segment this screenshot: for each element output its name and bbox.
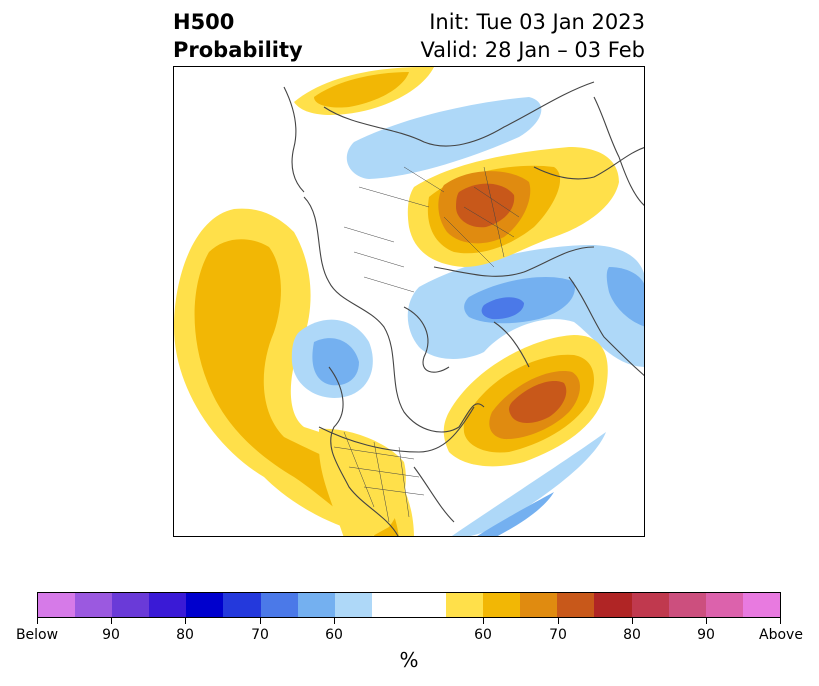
alaska-below-65: [312, 338, 359, 386]
colorbar-segment-above-3: [557, 593, 595, 617]
colorbar-label-above-80: 80: [623, 627, 641, 643]
colorbar-tick-2: [185, 618, 186, 624]
colorbar-segment-above-6: [668, 593, 706, 617]
colorbar-label-below-70: 70: [251, 627, 269, 643]
map-svg: [174, 67, 644, 536]
colorbar-tick-8: [706, 618, 707, 624]
us-above-60: [319, 428, 406, 536]
atlantic-above-75: [509, 381, 567, 423]
colorbar-segment-below-7: [297, 593, 335, 617]
eurasia-below-60: [346, 97, 542, 179]
colorbar-tick-3: [260, 618, 261, 624]
colorbar-segment-below-6: [260, 593, 298, 617]
coastlines: [283, 81, 644, 536]
colorbar-segment-above-1: [483, 593, 521, 617]
chart-title-right: Init: Tue 03 Jan 2023 Valid: 28 Jan – 03…: [420, 8, 645, 64]
subtropic-below-60: [451, 432, 606, 536]
colorbar-segment-above-5: [631, 593, 669, 617]
colorbar-label-below-90: 90: [102, 627, 120, 643]
colorbar-segment-below-1: [75, 593, 113, 617]
init-date: Init: Tue 03 Jan 2023: [429, 10, 645, 34]
valid-period: Valid: 28 Jan – 03 Feb: [420, 38, 645, 62]
colorbar-segment-below-5: [223, 593, 261, 617]
subtropic-below-65: [477, 492, 554, 536]
borders: [333, 166, 520, 523]
colorbar-tick-7: [632, 618, 633, 624]
colorbar-label-above: Above: [759, 627, 803, 643]
colorbar-label-above-70: 70: [549, 627, 567, 643]
colorbar-segment-above-0: [446, 593, 484, 617]
ne-siberia-above-65: [314, 72, 409, 108]
colorbar-label-below: Below: [15, 627, 59, 643]
colorbar-unit: %: [399, 648, 419, 672]
colorbar-segment-above-8: [742, 593, 780, 617]
colorbar-tick-4: [334, 618, 335, 624]
siberia-above-75: [456, 183, 515, 228]
arctic-below-70: [481, 297, 524, 320]
scandinavia-below-65: [606, 267, 644, 327]
colorbar-tick-0: [37, 618, 38, 624]
colorbar-segment-below-8: [334, 593, 372, 617]
colorbar-tick-6: [558, 618, 559, 624]
pacific-above-65: [194, 239, 399, 536]
colorbar-segment-below-2: [112, 593, 150, 617]
chart-title-left: H500 Probability: [173, 8, 303, 64]
colorbar: [37, 592, 781, 618]
colorbar-segment-above-4: [594, 593, 632, 617]
colorbar-tick-1: [111, 618, 112, 624]
colorbar-segment-below-3: [149, 593, 187, 617]
colorbar-segment-below-4: [186, 593, 224, 617]
colorbar-label-above-60: 60: [474, 627, 492, 643]
colorbar-segment-above-2: [520, 593, 558, 617]
variable-label: H500: [173, 10, 235, 34]
colorbar-label-above-90: 90: [697, 627, 715, 643]
colorbar-label-below-80: 80: [176, 627, 194, 643]
colorbar-segment-above-7: [705, 593, 743, 617]
product-label: Probability: [173, 38, 303, 62]
colorbar-tick-5: [483, 618, 484, 624]
colorbar-segment-neutral: [371, 593, 447, 617]
probability-map: [173, 66, 645, 537]
colorbar-tick-9: [780, 618, 781, 624]
colorbar-segment-below-0: [38, 593, 76, 617]
colorbar-label-below-60: 60: [325, 627, 343, 643]
